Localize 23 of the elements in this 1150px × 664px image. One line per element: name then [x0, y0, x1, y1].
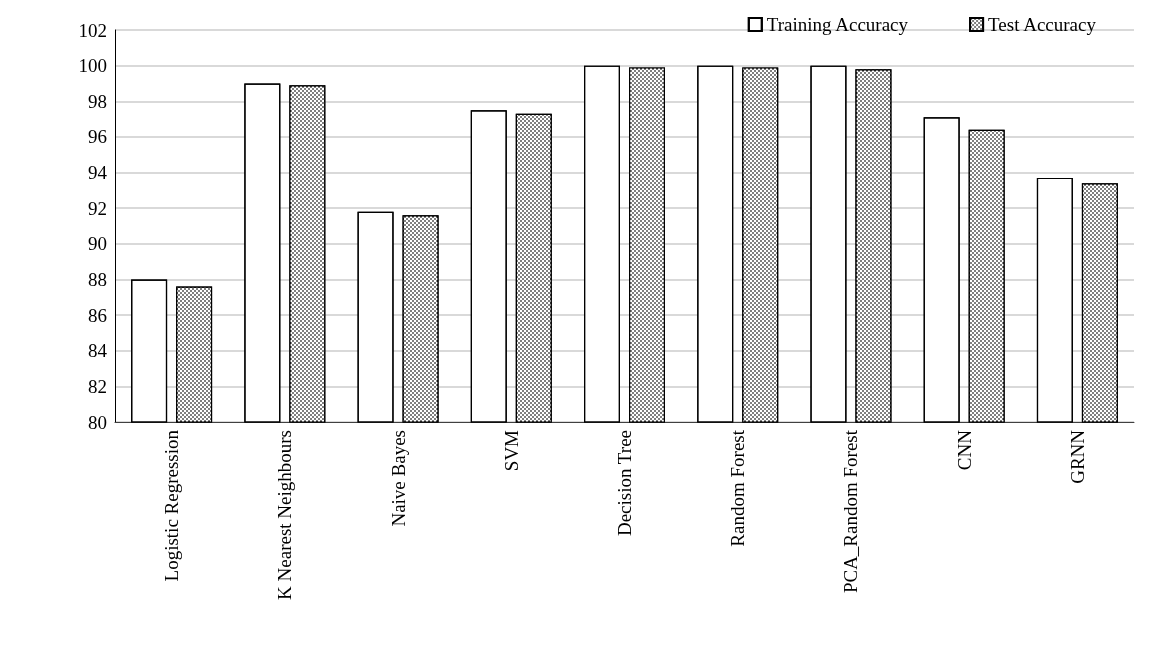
y-tick-label: 100	[78, 55, 107, 77]
y-tick-label: 92	[88, 197, 107, 219]
y-tick-label: 88	[88, 268, 107, 290]
x-tick-label: Random Forest	[727, 429, 749, 547]
y-tick-label: 94	[88, 162, 108, 184]
x-tick-label: GRNN	[1066, 429, 1088, 484]
y-tick-label: 86	[88, 304, 107, 326]
y-tick-label: 96	[88, 126, 107, 148]
y-tick-label: 98	[88, 90, 107, 112]
x-tick-label: Decision Tree	[614, 430, 635, 537]
x-tick-label: SVM	[500, 429, 522, 472]
legend-label: Training Accuracy	[766, 14, 909, 35]
x-tick-label: Logistic Regression	[161, 429, 183, 582]
y-tick-label: 102	[78, 19, 107, 41]
y-tick-label: 90	[88, 233, 107, 255]
legend-label: Test Accuracy	[988, 14, 1097, 35]
y-tick-label: 84	[88, 340, 108, 362]
y-tick-label: 80	[88, 411, 107, 433]
y-tick-label: 82	[88, 375, 107, 397]
x-tick-label: K Nearest Neighbours	[274, 430, 296, 600]
x-tick-label: CNN	[953, 429, 975, 471]
x-tick-label: Naive Bayes	[387, 430, 409, 527]
x-tick-label: PCA_Random Forest	[840, 429, 862, 594]
